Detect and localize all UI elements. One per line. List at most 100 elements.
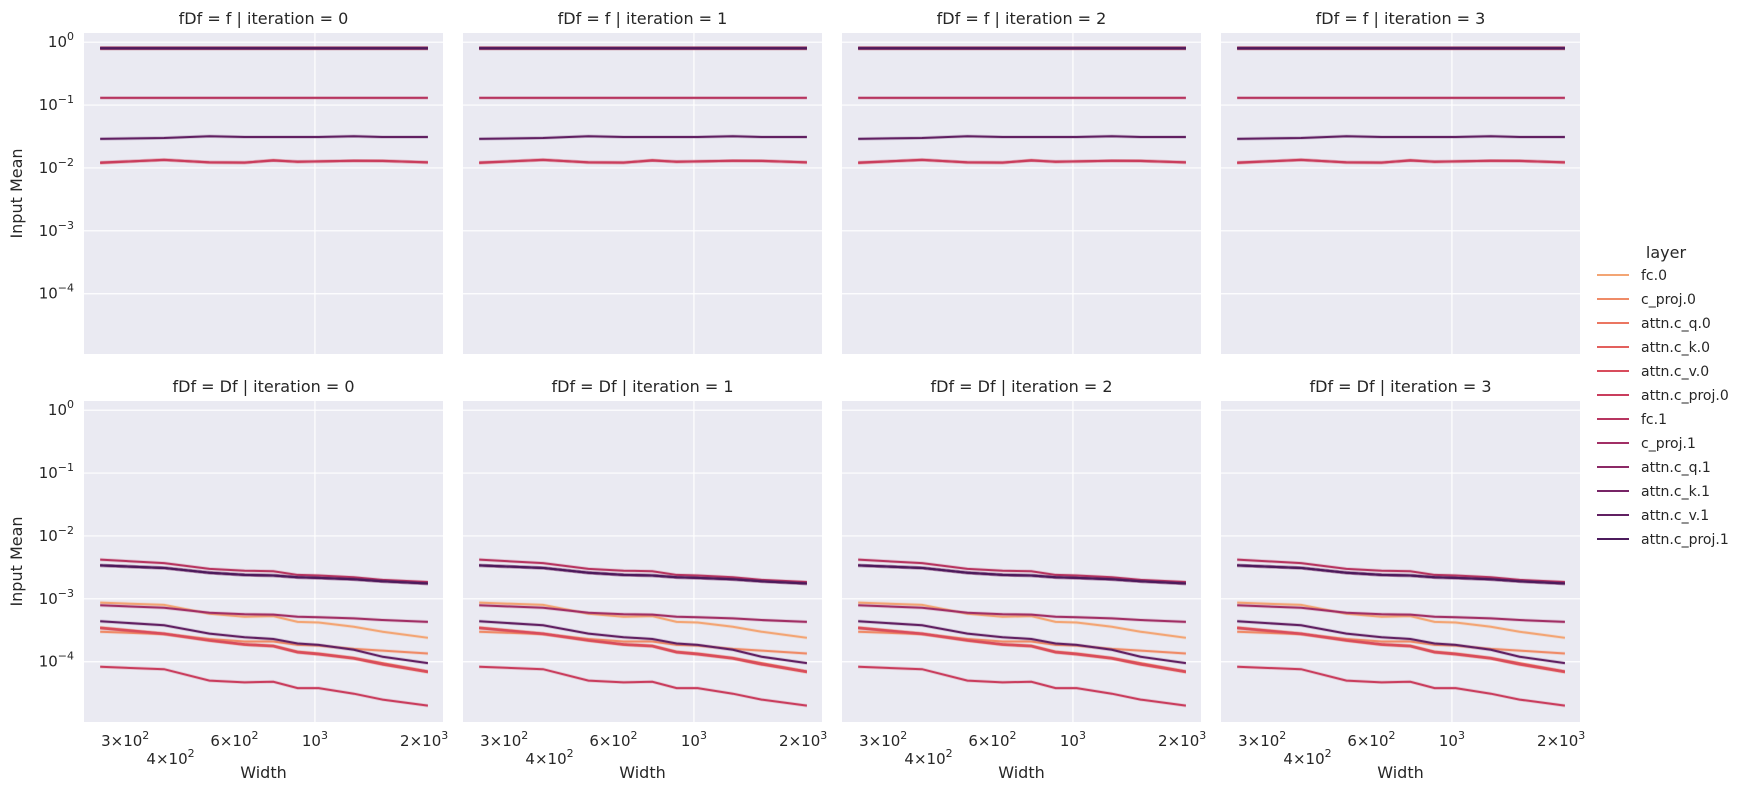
x-tick-label: 103 [681, 729, 707, 750]
series-line-fc.1 [1237, 558, 1565, 584]
series-line-attn.c_proj.1 [100, 564, 428, 585]
x-tick-label: 6×102 [210, 729, 258, 750]
series-line-attn.c_v.1 [100, 135, 428, 140]
series-line-attn.c_v.0 [479, 626, 808, 673]
series-line-attn.c_v.1 [479, 135, 807, 140]
ci-band-attn.c_k.0 [1237, 626, 1565, 675]
legend-item: attn.c_q.0 [1597, 316, 1711, 332]
x-tick-label: 4×102 [525, 747, 573, 768]
x-tick-label: 4×102 [904, 747, 952, 768]
legend-label: attn.c_k.1 [1641, 484, 1710, 500]
legend-label: attn.c_q.0 [1641, 316, 1711, 332]
y-tick-label: 10−1 [39, 461, 74, 482]
ci-band-attn.c_proj.0 [858, 664, 1186, 708]
panel-background [84, 33, 443, 354]
x-tick-label: 103 [1060, 729, 1086, 750]
ci-band-attn.c_v.0 [479, 626, 807, 674]
ci-band-attn.c_v.0 [100, 626, 428, 674]
series-line-attn.c_proj.0 [858, 158, 1186, 164]
y-tick-label: 10−1 [39, 93, 74, 114]
y-axis-label: Input Mean [7, 516, 26, 606]
legend-label: attn.c_proj.1 [1641, 532, 1729, 548]
series-line-attn.c_proj.0 [858, 665, 1187, 707]
series-line-attn.c_v.1 [1237, 135, 1565, 140]
facet-title: fDf = f | iteration = 3 [1316, 9, 1486, 28]
legend-label: c_proj.0 [1641, 292, 1696, 308]
facet-title: fDf = Df | iteration = 0 [172, 377, 354, 396]
x-axis-label: Width [998, 763, 1044, 782]
legend-label: fc.0 [1641, 268, 1667, 284]
legend-item: attn.c_proj.1 [1597, 532, 1729, 548]
x-tick-label: 6×102 [589, 729, 637, 750]
series-line-attn.c_proj.0 [1237, 665, 1566, 707]
y-tick-label: 100 [48, 398, 74, 419]
series-line-attn.c_proj.0 [479, 158, 807, 164]
x-axis-label: Width [619, 763, 665, 782]
series-line-attn.c_v.0 [858, 626, 1187, 673]
facet-title: fDf = f | iteration = 2 [937, 9, 1107, 28]
x-tick-label: 2×103 [1158, 729, 1206, 750]
x-tick-label: 6×102 [968, 729, 1016, 750]
legend-title: layer [1646, 243, 1687, 262]
legend-item: c_proj.1 [1597, 436, 1696, 452]
panel-background [463, 33, 822, 354]
series-line-attn.c_proj.1 [858, 564, 1186, 585]
series-line-attn.c_proj.0 [100, 158, 428, 164]
facet-title: fDf = Df | iteration = 2 [930, 377, 1112, 396]
x-axis-label: Width [1377, 763, 1423, 782]
y-tick-label: 100 [48, 30, 74, 51]
panel-background [1221, 33, 1580, 354]
series-line-attn.c_v.0 [1237, 626, 1566, 673]
y-axis-label: Input Mean [7, 148, 26, 238]
facet-title: fDf = Df | iteration = 1 [551, 377, 733, 396]
facet-panel-3: fDf = f | iteration = 3 [1221, 9, 1580, 354]
y-tick-label: 10−4 [39, 282, 74, 303]
ci-band-attn.c_k.0 [479, 626, 807, 675]
x-tick-label: 3×102 [859, 729, 907, 750]
series-line-c_proj.1 [858, 604, 1186, 623]
x-tick-label: 3×102 [1238, 729, 1286, 750]
ci-band-attn.c_k.0 [100, 626, 428, 675]
series-line-attn.c_proj.0 [100, 665, 429, 707]
series-line-attn.c_proj.1 [479, 564, 807, 585]
facet-panel-1: fDf = f | iteration = 1 [463, 9, 822, 354]
x-tick-label: 2×103 [1537, 729, 1585, 750]
series-line-attn.c_proj.1 [1237, 564, 1565, 585]
legend-label: attn.c_q.1 [1641, 460, 1711, 476]
x-tick-label: 3×102 [101, 729, 149, 750]
y-tick-label: 10−3 [39, 587, 74, 608]
series-line-fc.1 [858, 558, 1186, 584]
series-line-attn.c_v.1 [858, 135, 1186, 140]
panel-background [842, 33, 1201, 354]
legend-label: fc.1 [1641, 412, 1667, 428]
legend-item: attn.c_v.0 [1597, 364, 1709, 380]
series-line-attn.c_proj.0 [1237, 158, 1565, 164]
ci-band-attn.c_proj.0 [1237, 664, 1565, 708]
series-line-fc.1 [479, 558, 807, 584]
series-line-c_proj.1 [479, 604, 807, 623]
ci-band-attn.c_v.0 [1237, 626, 1565, 674]
series-line-fc.1 [100, 558, 428, 584]
x-tick-label: 103 [302, 729, 328, 750]
legend-label: attn.c_proj.0 [1641, 388, 1729, 404]
facet-title: fDf = f | iteration = 1 [558, 9, 728, 28]
legend-item: fc.1 [1597, 412, 1667, 428]
ci-band-attn.c_proj.0 [479, 664, 807, 708]
x-tick-label: 6×102 [1347, 729, 1395, 750]
series-line-attn.c_v.1 [479, 620, 808, 665]
legend-item: attn.c_q.1 [1597, 460, 1711, 476]
legend-label: attn.c_k.0 [1641, 340, 1710, 356]
facet-panel-2: fDf = f | iteration = 2 [842, 9, 1201, 354]
legend-label: attn.c_v.1 [1641, 508, 1709, 524]
series-line-c_proj.1 [1237, 604, 1565, 623]
legend-item: fc.0 [1597, 268, 1667, 284]
y-tick-label: 10−2 [39, 156, 74, 177]
x-tick-label: 3×102 [480, 729, 528, 750]
series-line-attn.c_v.1 [1237, 620, 1566, 665]
y-tick-label: 10−3 [39, 219, 74, 240]
series-line-c_proj.1 [100, 604, 428, 623]
